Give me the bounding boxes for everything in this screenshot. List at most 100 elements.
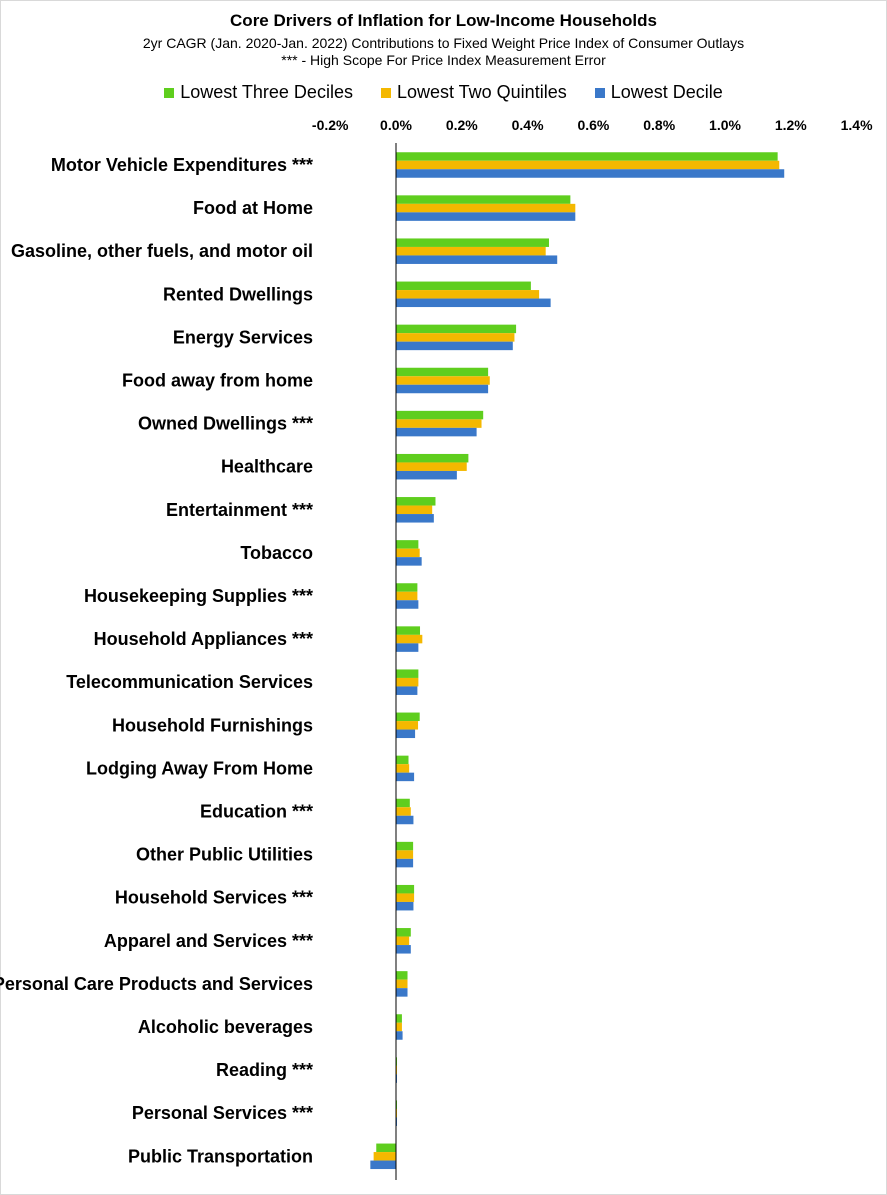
legend-label-lowest-two-quintiles: Lowest Two Quintiles [396,82,567,102]
bar-lowest-two-quintiles-rented-dwellings [396,290,540,299]
bar-lowest-decile-entertainment [396,514,434,523]
bar-lowest-two-quintiles-tobacco [396,548,420,558]
bar-lowest-decile-household-services [396,901,414,911]
bar-lowest-two-quintiles-household-appliances [396,634,423,644]
x-tick-label: 0.6% [577,117,609,133]
bar-lowest-three-deciles-food-away-from-home [396,367,489,377]
bar-lowest-three-deciles-tobacco [396,540,419,549]
x-tick-label: 0.4% [512,117,544,133]
bar-lowest-three-deciles-public-transportation [376,1143,396,1153]
bar-lowest-two-quintiles-education [396,807,411,816]
bar-lowest-decile-education [396,815,414,825]
bar-lowest-three-deciles-other-public-utilities [396,841,414,851]
x-tick-label: 1.2% [775,117,807,133]
bar-lowest-decile-public-transportation [370,1160,396,1170]
bar-lowest-three-deciles-lodging-away-from-home [396,755,409,765]
bar-lowest-decile-food-at-home [396,212,576,221]
bar-lowest-three-deciles-alcoholic-beverages [396,1014,402,1023]
legend-swatch-lowest-two-quintiles [380,87,391,98]
bar-lowest-three-deciles-household-appliances [396,626,421,635]
bar-lowest-decile-motor-vehicle-expenditures [396,169,785,178]
bar-lowest-three-deciles-telecommunication-services [396,669,419,678]
bar-lowest-decile-lodging-away-from-home [396,772,415,782]
legend-label-lowest-three-deciles: Lowest Three Deciles [180,82,353,102]
legend-item-lowest-decile: Lowest Decile [594,82,723,103]
bar-lowest-two-quintiles-apparel-and-services [396,936,410,946]
x-tick-label: 0.2% [446,117,478,133]
bar-lowest-decile-telecommunication-services [396,686,418,695]
category-label: Alcoholic beverages [138,1017,313,1037]
category-label: Owned Dwellings *** [138,414,313,434]
bar-lowest-decile-household-furnishings [396,729,416,739]
bar-lowest-two-quintiles-healthcare [396,462,467,471]
bar-lowest-two-quintiles-personal-care-products-and-services [396,979,408,989]
bar-lowest-three-deciles-rented-dwellings [396,281,531,291]
bar-lowest-three-deciles-motor-vehicle-expenditures [396,152,778,161]
bar-lowest-three-deciles-household-services [396,884,415,894]
bar-lowest-three-deciles-healthcare [396,453,469,463]
bar-lowest-two-quintiles-gasoline-other-fuels-and-motor-oil [396,246,546,256]
category-label: Personal Services *** [132,1103,313,1123]
x-tick-label: 1.4% [841,117,873,133]
category-label: Energy Services [173,327,313,347]
bar-lowest-decile-personal-care-products-and-services [396,988,408,997]
x-tick-label: 1.0% [709,117,741,133]
bar-lowest-decile-apparel-and-services [396,945,411,954]
chart-title: Core Drivers of Inflation for Low-Income… [230,11,657,30]
x-tick-label: 0.0% [380,117,412,133]
category-label: Lodging Away From Home [86,758,313,778]
bar-lowest-three-deciles-household-furnishings [396,712,420,722]
category-label: Other Public Utilities [136,845,313,865]
category-label: Rented Dwellings [163,284,313,304]
legend-swatch-lowest-decile [594,87,605,98]
legend-label-lowest-decile: Lowest Decile [610,82,723,102]
bar-lowest-two-quintiles-motor-vehicle-expenditures [396,160,780,170]
category-label: Education *** [200,802,313,822]
category-label: Housekeeping Supplies *** [84,586,313,606]
legend: Lowest Three Deciles Lowest Two Quintile… [0,82,887,103]
bar-lowest-two-quintiles-food-away-from-home [396,376,490,385]
bar-lowest-decile-rented-dwellings [396,298,551,308]
bar-lowest-decile-tobacco [396,557,422,566]
category-label: Personal Care Products and Services [0,974,313,994]
category-label: Tobacco [240,543,313,563]
category-label: Reading *** [216,1060,313,1080]
category-label: Food away from home [122,371,313,391]
bar-lowest-three-deciles-personal-care-products-and-services [396,971,408,980]
bar-lowest-decile-gasoline-other-fuels-and-motor-oil [396,255,558,264]
legend-item-lowest-three-deciles: Lowest Three Deciles [164,82,353,103]
category-label: Public Transportation [128,1146,313,1166]
bar-lowest-two-quintiles-household-services [396,893,415,902]
bar-lowest-three-deciles-education [396,798,410,808]
bar-lowest-two-quintiles-food-at-home [396,203,576,213]
bar-lowest-three-deciles-gasoline-other-fuels-and-motor-oil [396,238,549,247]
bar-lowest-three-deciles-owned-dwellings [396,410,484,420]
bar-lowest-two-quintiles-entertainment [396,505,433,515]
bar-lowest-decile-household-appliances [396,643,419,652]
x-tick-label: -0.2% [312,117,349,133]
category-label: Apparel and Services *** [104,931,313,951]
bar-lowest-decile-owned-dwellings [396,427,477,437]
category-label: Entertainment *** [166,500,313,520]
legend-swatch-lowest-three-deciles [164,87,175,98]
bar-lowest-three-deciles-food-at-home [396,195,571,204]
chart-note: *** - High Scope For Price Index Measure… [281,52,606,68]
legend-item-lowest-two-quintiles: Lowest Two Quintiles [380,82,567,103]
category-label: Telecommunication Services [66,672,313,692]
bar-lowest-two-quintiles-telecommunication-services [396,677,419,687]
category-label: Household Services *** [115,888,313,908]
bar-lowest-three-deciles-entertainment [396,497,436,506]
bar-lowest-two-quintiles-alcoholic-beverages [396,1022,402,1032]
x-tick-label: 0.8% [643,117,675,133]
bar-lowest-two-quintiles-lodging-away-from-home [396,764,410,773]
bar-lowest-decile-healthcare [396,470,457,480]
category-label: Motor Vehicle Expenditures *** [51,155,313,175]
bar-lowest-decile-alcoholic-beverages [396,1031,403,1040]
category-label: Household Furnishings [112,715,313,735]
bar-lowest-decile-food-away-from-home [396,384,489,394]
bar-lowest-two-quintiles-energy-services [396,333,515,342]
chart-subtitle: 2yr CAGR (Jan. 2020-Jan. 2022) Contribut… [142,35,745,51]
category-label: Healthcare [221,457,313,477]
bar-lowest-two-quintiles-owned-dwellings [396,419,482,428]
